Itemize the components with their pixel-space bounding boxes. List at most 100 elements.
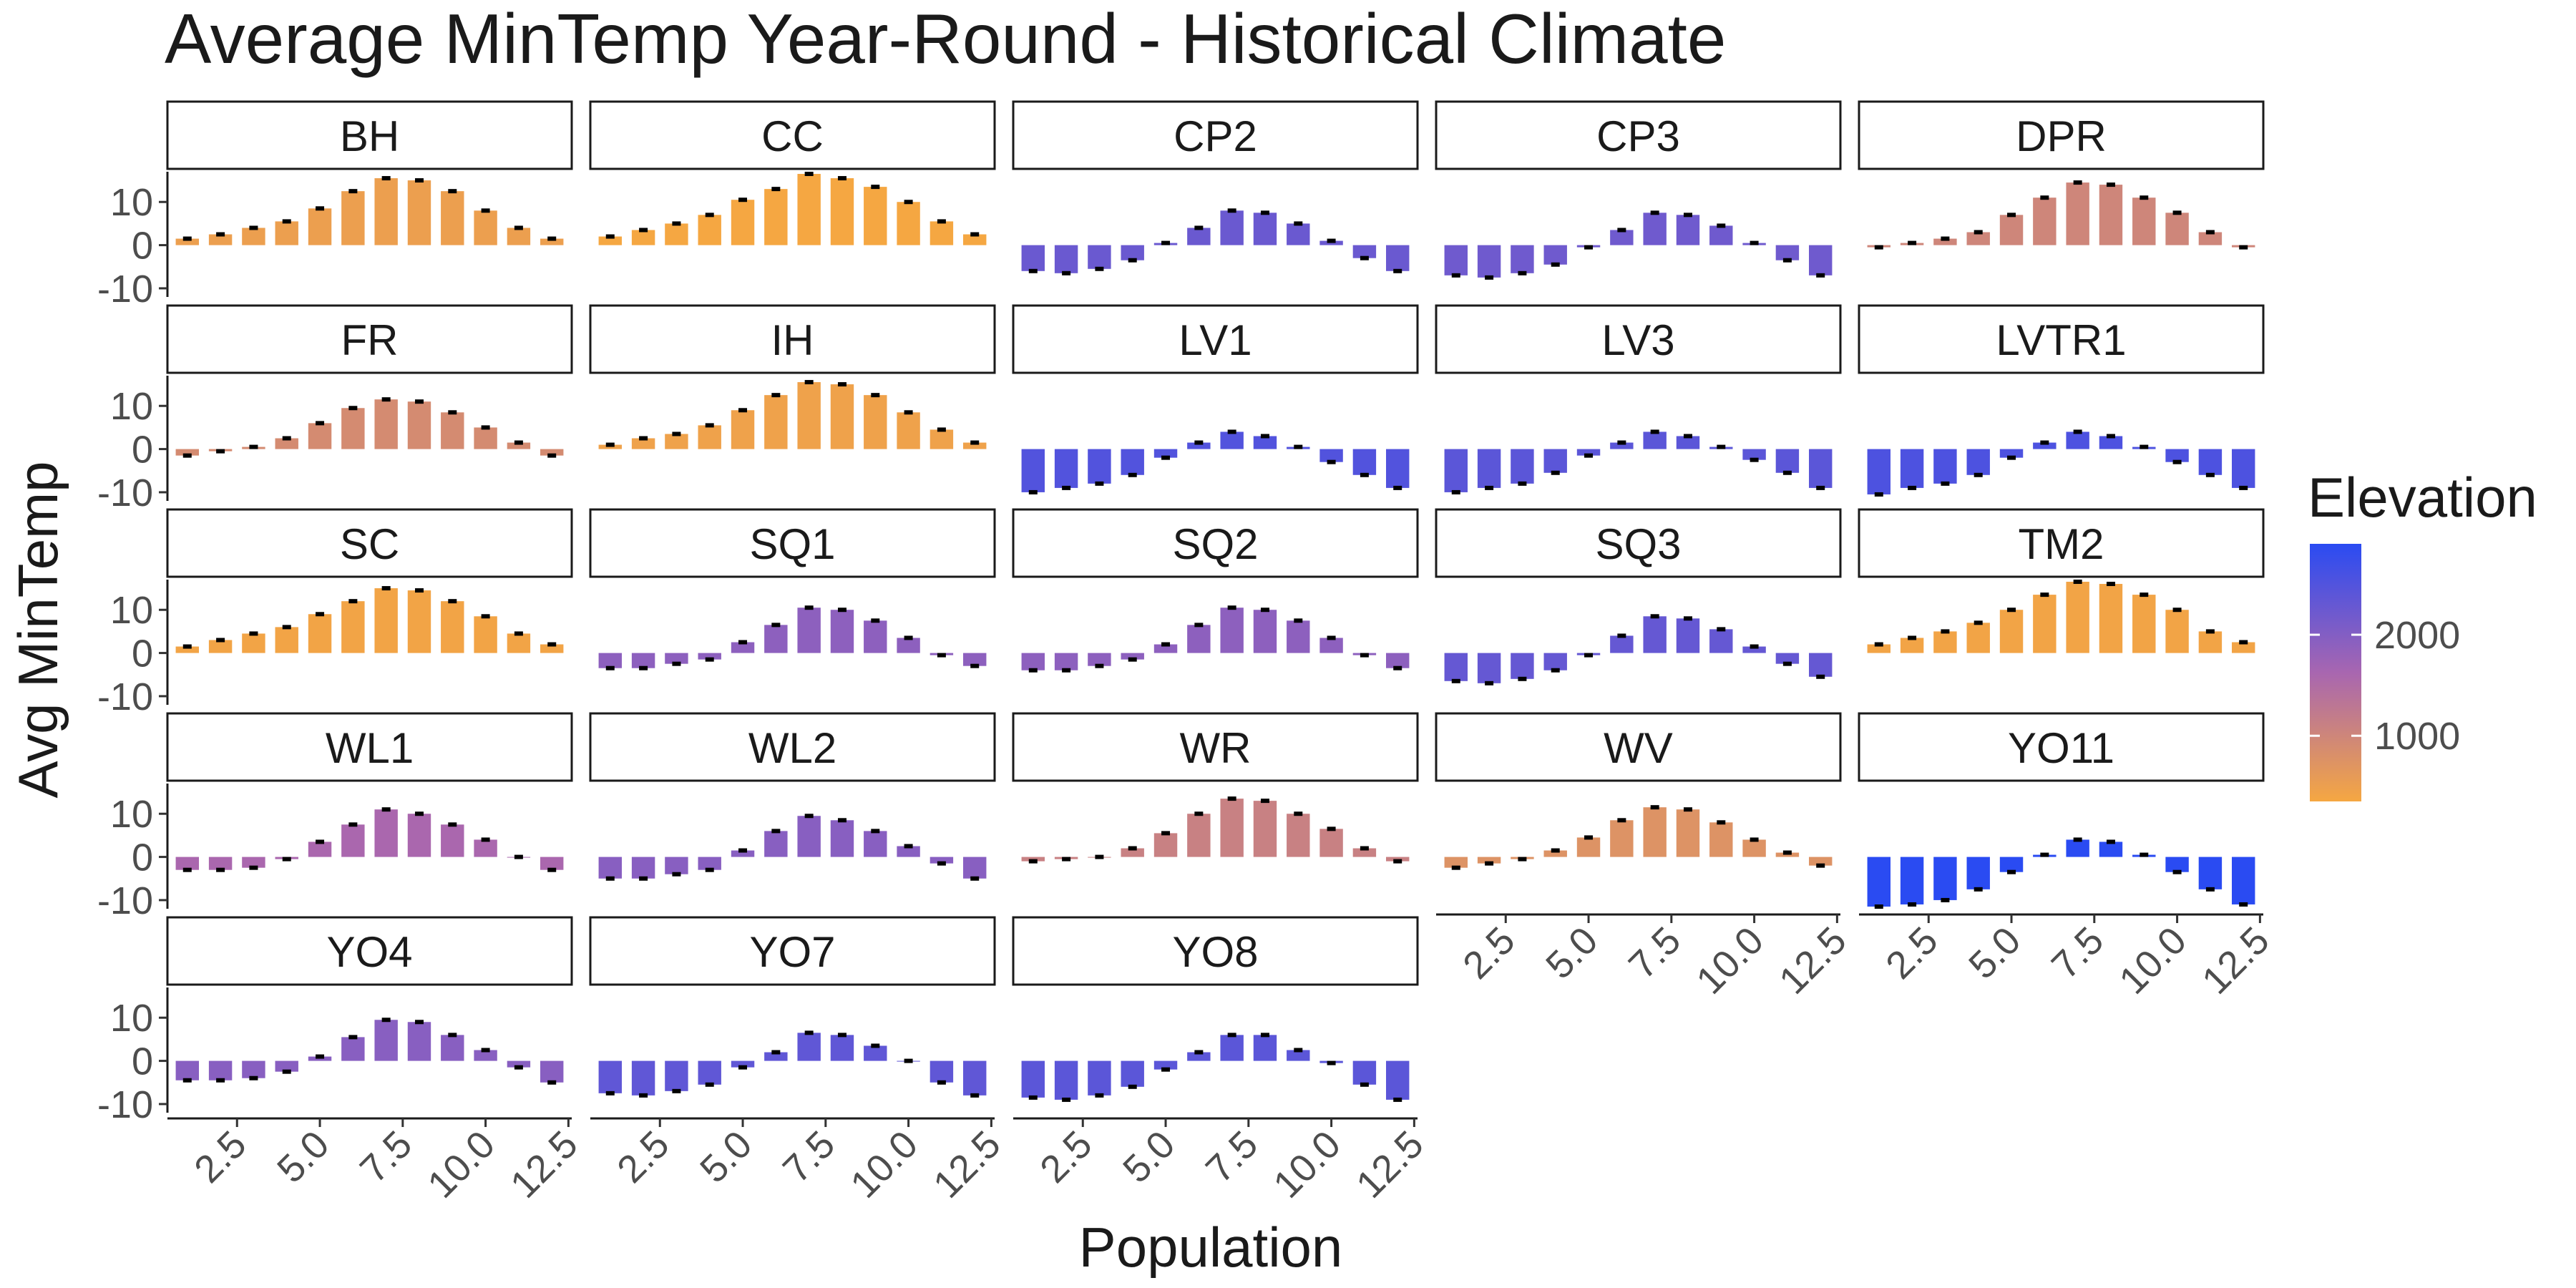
bar xyxy=(374,588,398,653)
bar xyxy=(1352,848,1377,857)
bar xyxy=(1543,449,1567,473)
bar xyxy=(1643,616,1667,653)
bar xyxy=(2066,839,2089,857)
bar xyxy=(2165,449,2189,462)
bar xyxy=(731,642,755,653)
bar xyxy=(208,1060,233,1080)
bar xyxy=(665,434,688,449)
bar xyxy=(1966,232,1990,245)
x-tick-label: 5.0 xyxy=(692,1123,761,1191)
panel-strip xyxy=(166,100,573,170)
panel-lv3: LV3 xyxy=(1435,304,1842,494)
bar xyxy=(1121,653,1144,660)
bar xyxy=(540,857,564,870)
bar xyxy=(1610,635,1634,653)
bar xyxy=(341,408,365,449)
bar xyxy=(374,399,398,449)
bar xyxy=(1187,1052,1211,1061)
bar xyxy=(1253,610,1277,653)
legend-title: Elevation xyxy=(2308,466,2537,529)
bar xyxy=(930,221,954,245)
bar xyxy=(275,221,298,245)
panel-wl2: WL2 xyxy=(589,712,996,881)
panel-strip xyxy=(166,508,573,578)
bar xyxy=(1676,618,1700,653)
bar xyxy=(698,425,721,449)
bar xyxy=(1933,238,1957,245)
bar xyxy=(1021,449,1045,492)
x-tick-label: 2.5 xyxy=(1455,919,1523,987)
panel-strip xyxy=(1435,508,1842,578)
bar xyxy=(1933,631,1957,653)
panel-strip xyxy=(1858,712,2265,782)
bar xyxy=(797,816,821,857)
panel-strip xyxy=(1012,100,1419,170)
bar xyxy=(275,1060,298,1072)
bar xyxy=(1775,653,1800,664)
bar xyxy=(1809,449,1833,488)
y-tick-label: 0 xyxy=(132,633,153,675)
bar xyxy=(341,1037,365,1061)
bar xyxy=(2033,595,2057,653)
bar xyxy=(242,633,265,653)
panel-strip xyxy=(166,916,573,986)
bar xyxy=(764,189,788,245)
panel-strip xyxy=(589,712,996,782)
panel-label: SC xyxy=(340,520,399,568)
bar xyxy=(1253,436,1277,449)
legend-tick-label: 2000 xyxy=(2374,614,2460,657)
panel-strip xyxy=(1012,508,1419,578)
bar xyxy=(175,646,199,653)
bar xyxy=(1775,449,1800,473)
bar xyxy=(731,850,755,857)
y-tick-label: 0 xyxy=(132,836,153,879)
x-tick-label: 10.0 xyxy=(1688,919,1772,1002)
y-tick-label: 10 xyxy=(110,589,153,632)
bar xyxy=(2066,182,2089,245)
panel-dpr: DPR xyxy=(1858,100,2265,250)
panel-cc: CC xyxy=(589,100,996,245)
y-tick-label: 10 xyxy=(110,997,153,1040)
bar xyxy=(830,1035,854,1061)
x-tick-label: 10.0 xyxy=(2111,919,2195,1002)
bar xyxy=(242,857,265,868)
bar xyxy=(1742,646,1766,653)
panel-label: YO7 xyxy=(749,928,835,976)
bar xyxy=(2198,631,2223,653)
panel-label: CP3 xyxy=(1596,112,1680,160)
bar xyxy=(1676,809,1700,857)
bar xyxy=(374,1020,398,1061)
panel-label: CC xyxy=(761,112,824,160)
bar xyxy=(208,234,233,245)
bar xyxy=(175,238,199,245)
bar xyxy=(1253,213,1277,245)
panel-strip xyxy=(1435,100,1842,170)
bar xyxy=(441,601,464,653)
legend-tick-label: 1000 xyxy=(2374,715,2460,758)
bar xyxy=(1809,245,1833,275)
bar xyxy=(1287,223,1310,245)
panel-strip xyxy=(589,100,996,170)
bar xyxy=(2132,197,2156,245)
bar xyxy=(2198,232,2223,245)
bar xyxy=(1021,1060,1045,1098)
bar xyxy=(2033,197,2057,245)
bar xyxy=(1543,653,1567,670)
panel-wv: WV 2.5 5.0 7.5 10.0 12.5 xyxy=(1435,712,1855,1002)
bar xyxy=(540,644,564,653)
bar xyxy=(1121,1060,1144,1087)
bar xyxy=(1643,807,1667,857)
bar xyxy=(1775,852,1800,857)
bar xyxy=(1676,215,1700,245)
bar xyxy=(474,839,497,857)
bar xyxy=(1319,829,1343,857)
panel-strip xyxy=(1012,916,1419,986)
bar xyxy=(830,178,854,245)
bar xyxy=(631,1060,655,1096)
bar xyxy=(1999,857,2024,872)
y-tick-label: 0 xyxy=(132,429,153,472)
bar xyxy=(341,191,365,245)
x-tick-label: 2.5 xyxy=(1032,1123,1101,1191)
bar xyxy=(1319,449,1343,462)
bar xyxy=(665,223,688,245)
